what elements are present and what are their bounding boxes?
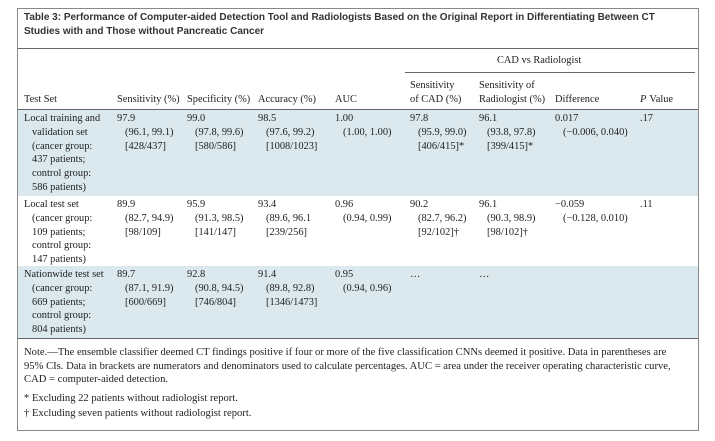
- cell-text: 95.9: [187, 199, 206, 210]
- header-text: Sensitivity (%): [117, 94, 180, 105]
- rule: [18, 338, 698, 339]
- header-text: Accuracy (%): [258, 94, 316, 105]
- header-text: Specificity (%): [187, 94, 251, 105]
- header-text: Sensitivity: [410, 80, 455, 92]
- cell-text: (cancer group:: [32, 140, 93, 152]
- cell-text: [98/102]†: [487, 226, 528, 238]
- row-shade: [18, 266, 698, 338]
- cell-text: 89.9: [117, 199, 136, 210]
- table-frame: [17, 8, 699, 431]
- cell-text: 89.7: [117, 269, 136, 280]
- cell-text: (93.8, 97.8): [487, 126, 536, 138]
- cell-text: 92.8: [187, 269, 206, 280]
- cell-text: (89.6, 96.1: [266, 212, 312, 224]
- cell-text: validation set: [32, 126, 88, 138]
- cell-text: (89.8, 92.8): [266, 282, 315, 294]
- rule: [18, 109, 698, 110]
- cell-text: 1.00: [335, 113, 354, 124]
- cell-text: 96.1: [479, 199, 498, 210]
- cell-text: (−0.128, 0.010): [563, 212, 628, 224]
- cell-text: [98/109]: [125, 226, 161, 238]
- cell-text: Local training and: [24, 113, 101, 124]
- cell-text: [1346/1473]: [266, 296, 318, 308]
- cell-text: (97.6, 99.2): [266, 126, 315, 138]
- cell-text: 586 patients): [32, 182, 86, 193]
- cell-text: 804 patients): [32, 324, 86, 336]
- header-text: P: [640, 94, 647, 105]
- cell-text: 0.95: [335, 269, 354, 280]
- cell-text: 90.2: [410, 199, 429, 210]
- note: Note.—The ensemble classifier deemed CT …: [24, 347, 671, 386]
- cell-text: Local test set: [24, 199, 79, 210]
- header-text: Value: [649, 94, 674, 105]
- cell-text: .11: [640, 199, 653, 210]
- cell-text: [580/586]: [195, 140, 236, 152]
- cell-text: (−0.006, 0.040): [563, 126, 628, 138]
- cell-text: (cancer group:: [32, 212, 93, 224]
- cell-text: [1008/1023]: [266, 140, 318, 152]
- header-text: Sensitivity of: [479, 80, 535, 92]
- header-cell: P Value: [640, 93, 673, 107]
- cell-text: (cancer group:: [32, 282, 93, 294]
- cell-text: (0.94, 0.96): [343, 282, 392, 294]
- note: * Excluding 22 patients without radiolog…: [24, 393, 238, 404]
- cell-text: control group:: [32, 240, 92, 252]
- cell-text: …: [410, 269, 421, 280]
- table-title: Table 3: Performance of Computer-aided D…: [24, 12, 655, 37]
- cell-text: 147 patients): [32, 254, 86, 266]
- cell-text: 99.0: [187, 113, 206, 124]
- cell-text: control group:: [32, 168, 92, 180]
- cell-text: Nationwide test set: [24, 269, 104, 280]
- cell-text: (95.9, 99.0): [418, 126, 467, 138]
- header-text: of CAD (%): [410, 94, 462, 105]
- header-text: Test Set: [24, 94, 58, 105]
- cell-text: −0.059: [555, 199, 585, 210]
- cell-text: [406/415]*: [418, 140, 465, 152]
- cell-text: [746/804]: [195, 296, 236, 308]
- cell-text: [141/147]: [195, 226, 236, 238]
- cell-text: 98.5: [258, 113, 277, 124]
- cell-text: 93.4: [258, 199, 277, 210]
- cell-text: [428/437]: [125, 140, 166, 152]
- cell-text: 669 patients;: [32, 296, 86, 308]
- cell-text: (91.3, 98.5): [195, 212, 244, 224]
- cell-text: (96.1, 99.1): [125, 126, 174, 138]
- cell-text: 0.96: [335, 199, 354, 210]
- cell-text: …: [479, 269, 490, 280]
- header-text: AUC: [335, 94, 357, 105]
- header-text: Difference: [555, 94, 600, 105]
- cell-text: 109 patients;: [32, 226, 86, 238]
- cell-text: (82.7, 94.9): [125, 212, 174, 224]
- cell-text: 91.4: [258, 269, 277, 280]
- row-shade: [18, 110, 698, 196]
- cell-text: [399/415]*: [487, 140, 534, 152]
- cell-text: (87.1, 91.9): [125, 282, 174, 294]
- cell-text: (90.8, 94.5): [195, 282, 244, 294]
- cell-text: (82.7, 96.2): [418, 212, 467, 224]
- cell-text: [600/669]: [125, 296, 166, 308]
- cell-text: 97.9: [117, 113, 136, 124]
- cell-text: control group:: [32, 310, 92, 322]
- header-text: Radiologist (%): [479, 94, 546, 105]
- note: † Excluding seven patients without radio…: [24, 408, 252, 419]
- cell-text: .17: [640, 113, 653, 124]
- cell-text: [92/102]†: [418, 226, 459, 238]
- rule: [405, 72, 695, 73]
- cell-text: (90.3, 98.9): [487, 212, 536, 224]
- cell-text: [239/256]: [266, 226, 307, 238]
- cell-text: (0.94, 0.99): [343, 212, 392, 224]
- cell-text: (1.00, 1.00): [343, 126, 392, 138]
- cell-text: (97.8, 99.6): [195, 126, 244, 138]
- group-header: CAD vs Radiologist: [497, 55, 582, 66]
- cell-text: 437 patients;: [32, 154, 86, 166]
- rule: [18, 48, 698, 49]
- cell-text: 0.017: [555, 113, 579, 124]
- cell-text: 97.8: [410, 113, 429, 124]
- cell-text: 96.1: [479, 113, 498, 124]
